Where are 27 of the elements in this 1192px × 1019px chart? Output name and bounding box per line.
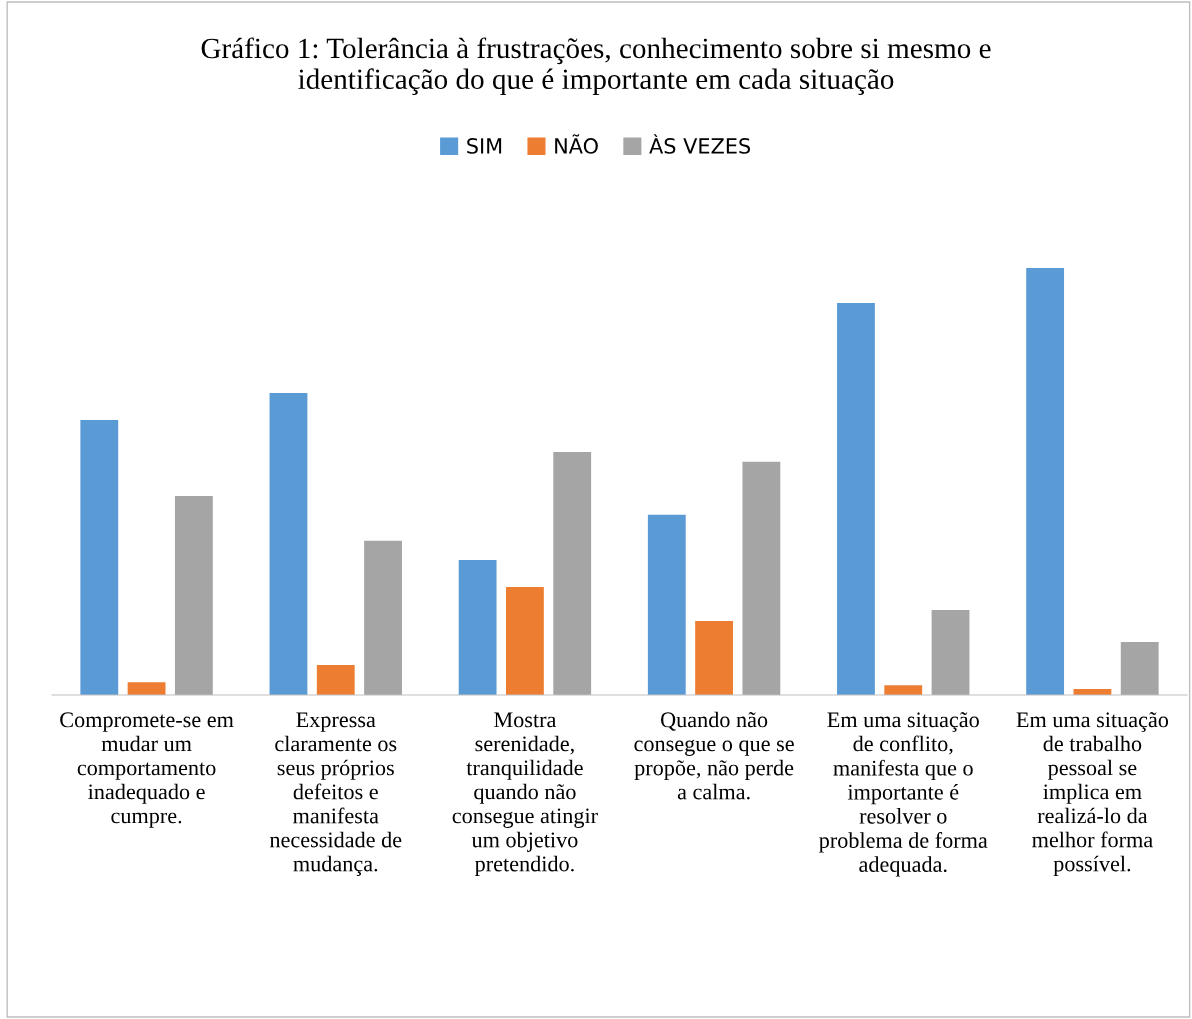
bar [364, 540, 402, 695]
bar [506, 586, 544, 695]
x-tick-label: Em uma situação de trabalho pessoal se implica em realizá-lo da melhor forma possível. [1016, 712, 1169, 876]
bar [647, 514, 686, 695]
bar [316, 665, 355, 695]
bar [931, 610, 970, 695]
bar [80, 419, 119, 695]
x-tick-label: Compromete-se em mudar um comportamento inadequado e cumpre. [60, 712, 234, 828]
x-tick-label: Em uma situação de conflito, manifesta que o importante é resolver o problema de forma adequada. [819, 712, 988, 877]
x-tick-label: Expressa claramente os seus próprios defeitos e manifesta necessidade de mudança. [269, 712, 402, 876]
bar [884, 685, 923, 695]
bar [1026, 267, 1065, 695]
bar [553, 452, 592, 695]
bar [174, 496, 213, 695]
bar [458, 560, 497, 695]
legend-label: ÀS VEZES [649, 134, 751, 154]
bar [837, 302, 875, 695]
bar [742, 461, 781, 695]
bar [269, 393, 308, 695]
bar [695, 621, 733, 695]
x-tick-label: Mostra serenidade, tranquilidade quando não consegue atingir um objetivo pretendido. [452, 712, 598, 876]
legend-label: NÃO [555, 134, 598, 154]
x-tick-label: Quando não consegue o que se propõe, não perde a calma. [634, 711, 794, 800]
bar [127, 682, 166, 695]
chart-title: Gráfico 1: Tolerância à frustrações, conhecimento sobre si mesmo e identificação do que é importante em cada situação [201, 37, 991, 96]
bar [1120, 642, 1159, 695]
legend-label: SIM [467, 138, 502, 154]
